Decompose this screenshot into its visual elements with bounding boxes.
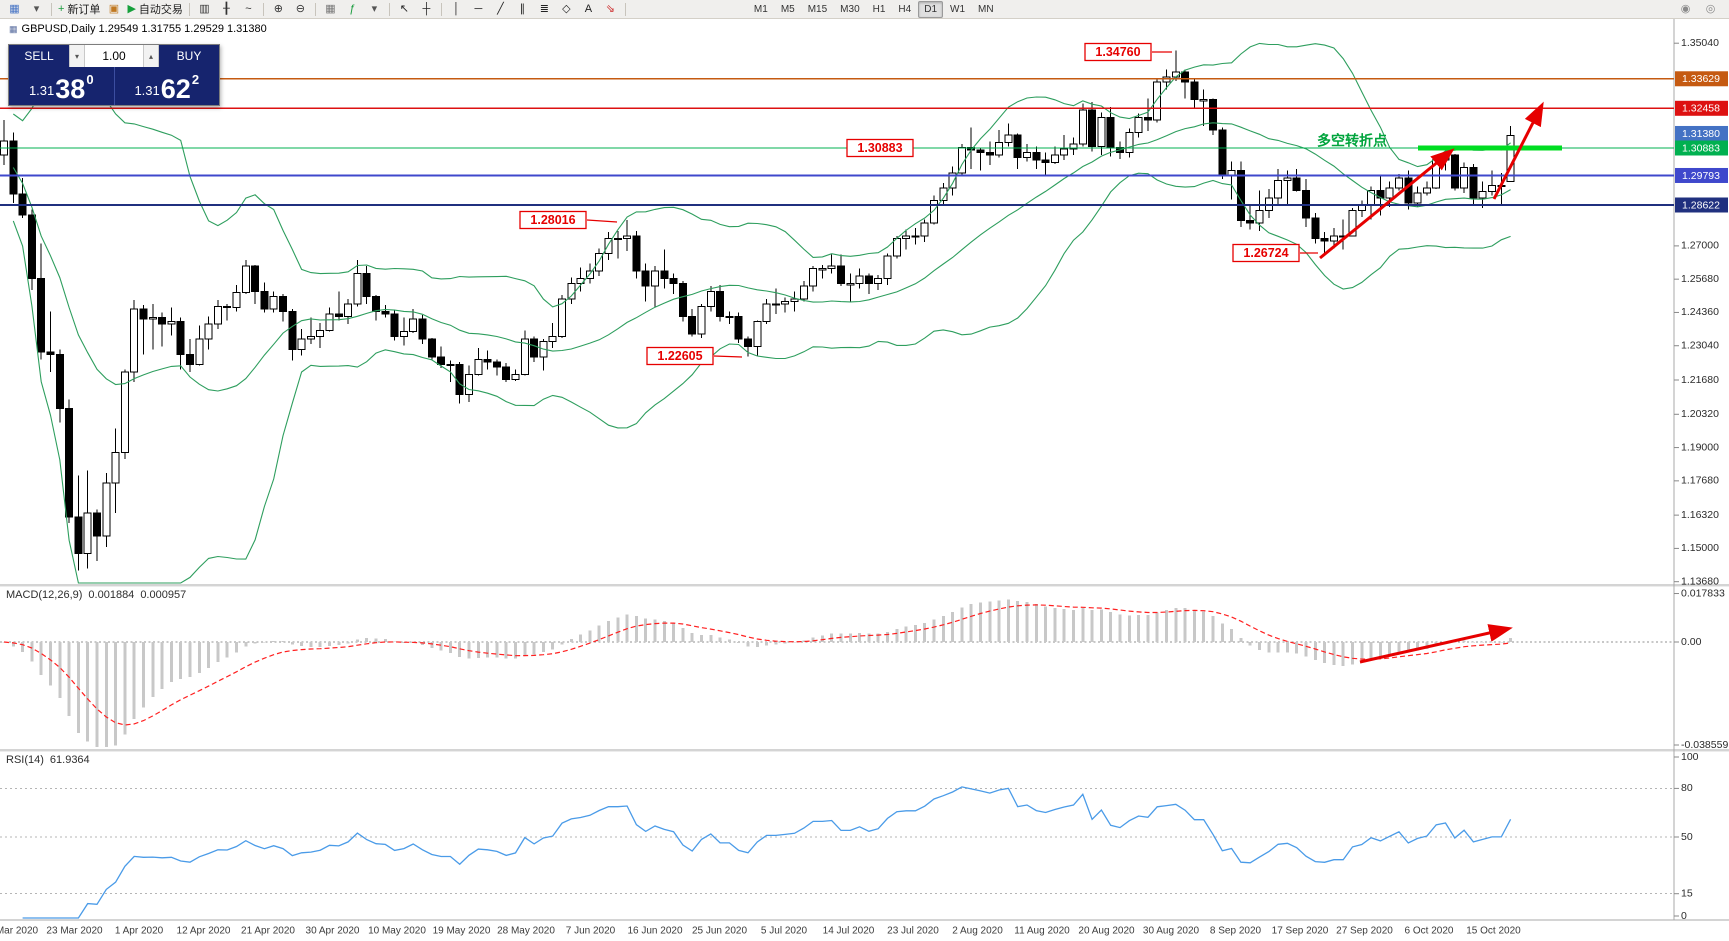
- volume-increase-button[interactable]: ▴: [143, 45, 159, 67]
- toolbar-separator: [440, 2, 442, 16]
- crosshair-icon[interactable]: ┼: [422, 2, 431, 15]
- chart-window-icon[interactable]: ▣: [108, 2, 120, 15]
- timeframe-d1-button[interactable]: D1: [918, 0, 944, 18]
- toolbar-separator: [314, 2, 316, 16]
- community-icon[interactable]: ◉: [1680, 2, 1691, 15]
- chart-profiles-icon[interactable]: ▾: [33, 2, 40, 15]
- macd-indicator-label: MACD(12,26,9) 0.001884 0.000957: [6, 589, 187, 601]
- timeframe-w1-button[interactable]: W1: [950, 3, 966, 15]
- volume-decrease-button[interactable]: ▾: [69, 45, 85, 67]
- timeframe-h4-button[interactable]: H4: [898, 3, 912, 15]
- line-chart-icon[interactable]: ~: [245, 2, 252, 15]
- toolbar-separator: [262, 2, 264, 16]
- new-order-button[interactable]: + 新订单: [58, 2, 101, 16]
- chart-canvas[interactable]: [0, 19, 1674, 920]
- timeframe-group: M1 M5 M15 M30 H1 H4 D1 W1 MN: [748, 0, 1000, 18]
- symbol-header: ▦ GBPUSD,Daily 1.29549 1.31755 1.29529 1…: [9, 23, 267, 35]
- symbol-icon: ▦: [9, 23, 18, 34]
- timeframe-mn-button[interactable]: MN: [978, 3, 994, 15]
- arrow-objects-icon[interactable]: ⇘: [605, 2, 616, 15]
- fibonacci-icon[interactable]: ≣: [539, 2, 550, 15]
- toolbar-separator: [188, 2, 190, 16]
- indicators-list-icon[interactable]: ▾: [371, 2, 378, 15]
- candlestick-chart-icon[interactable]: ╂: [223, 2, 230, 15]
- toolbar: ▦ ▾ + 新订单 ▣ ▶ 自动交易 ▥ ╂ ~ ⊕ ⊖ ▦ ƒ ▾ ↖ ┼ │ ─ ╱ ∥ ≣ ◇ A ⇘ M1 M5 M15 M30…: [0, 0, 1729, 19]
- cursor-icon[interactable]: ↖: [399, 2, 410, 15]
- buy-button[interactable]: BUY: [159, 45, 219, 67]
- symbol-ohlc-text: GBPUSD,Daily 1.29549 1.31755 1.29529 1.3…: [21, 23, 267, 35]
- toolbar-separator: [388, 2, 390, 16]
- new-chart-icon[interactable]: ▦: [9, 2, 20, 15]
- bar-chart-icon[interactable]: ▥: [199, 2, 210, 15]
- timeframe-m1-button[interactable]: M1: [753, 3, 768, 15]
- buy-price-display[interactable]: 1.31 62 2: [134, 72, 200, 105]
- text-label-icon[interactable]: A: [584, 2, 593, 15]
- zoom-out-icon[interactable]: ⊖: [295, 2, 306, 15]
- time-axis[interactable]: [0, 920, 1674, 941]
- tile-windows-icon[interactable]: ▦: [325, 2, 336, 15]
- toolbar-separator: [51, 2, 52, 16]
- timeframe-m5-button[interactable]: M5: [780, 3, 795, 15]
- trendline-icon[interactable]: ╱: [497, 2, 504, 15]
- equidistant-channel-icon[interactable]: ∥: [519, 2, 526, 15]
- one-click-trading-panel: SELL ▾ ▴ BUY 1.31 38 0 1.31 62 2: [8, 44, 220, 106]
- shapes-icon[interactable]: ◇: [562, 2, 571, 15]
- indicators-icon[interactable]: ƒ: [349, 2, 356, 15]
- volume-input[interactable]: [85, 45, 143, 67]
- price-axis[interactable]: [1674, 19, 1729, 920]
- toolbar-separator: [624, 2, 626, 16]
- rsi-indicator-label: RSI(14) 61.9364: [6, 754, 90, 766]
- timeframe-h1-button[interactable]: H1: [872, 3, 886, 15]
- horizontal-line-icon[interactable]: ─: [474, 2, 483, 15]
- autotrading-button[interactable]: ▶ 自动交易: [127, 2, 183, 16]
- sell-price-display[interactable]: 1.31 38 0: [28, 72, 94, 105]
- zoom-in-icon[interactable]: ⊕: [273, 2, 284, 15]
- vertical-line-icon[interactable]: │: [452, 2, 460, 15]
- help-icon[interactable]: ◎: [1705, 2, 1716, 15]
- timeframe-m15-button[interactable]: M15: [807, 3, 828, 15]
- timeframe-m30-button[interactable]: M30: [840, 3, 860, 15]
- sell-button[interactable]: SELL: [9, 45, 69, 67]
